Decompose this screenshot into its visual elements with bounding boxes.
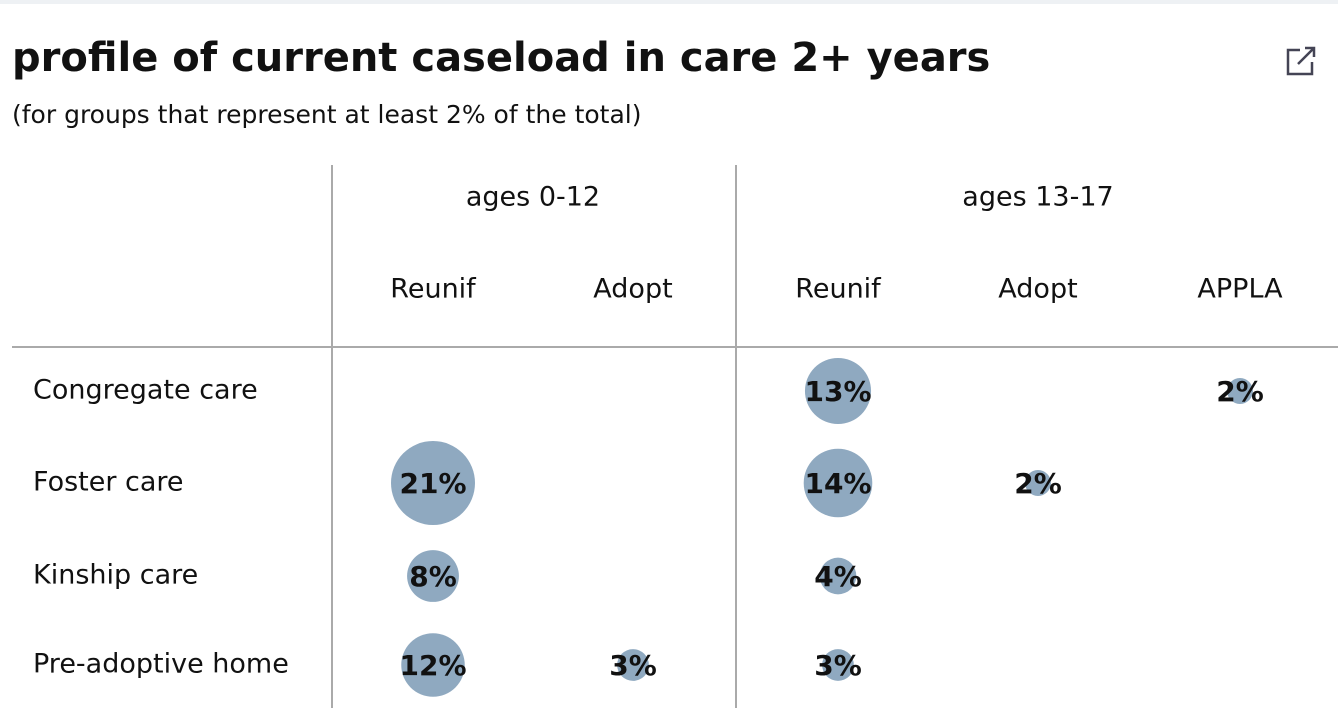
bubble <box>804 357 872 425</box>
column-header: Adopt <box>593 274 672 305</box>
value-label: 4% <box>814 560 862 593</box>
bubble <box>407 550 459 602</box>
column-group-header: ages 13-17 <box>962 182 1113 213</box>
bubble <box>819 557 857 595</box>
row-label: Kinship care <box>33 560 198 591</box>
value-label: 14% <box>804 467 871 500</box>
chart-title: profile of current caseload in care 2+ y… <box>12 35 990 81</box>
value-label: 3% <box>609 649 657 682</box>
column-header: Reunif <box>795 274 882 305</box>
bubble <box>391 441 475 525</box>
row-label: Foster care <box>33 467 184 498</box>
value-label: 2% <box>1014 467 1062 500</box>
column-group-header: ages 0-12 <box>466 182 600 213</box>
value-label: 2% <box>1216 375 1264 408</box>
column-header: APPLA <box>1197 274 1283 305</box>
row-label: Congregate care <box>33 375 258 406</box>
value-label: 21% <box>399 467 466 500</box>
expand-icon[interactable] <box>1286 46 1316 76</box>
row-label: Pre-adoptive home <box>33 649 289 680</box>
bubble <box>401 633 465 697</box>
bubble <box>617 649 649 681</box>
top-border <box>0 0 1338 4</box>
value-label: 12% <box>399 649 466 682</box>
bubble <box>822 649 854 681</box>
bubble <box>1227 378 1253 404</box>
bubble <box>803 448 873 518</box>
value-label: 3% <box>814 649 862 682</box>
value-label: 13% <box>804 375 871 408</box>
value-label: 8% <box>409 560 457 593</box>
chart-subtitle: (for groups that represent at least 2% o… <box>12 100 642 129</box>
column-header: Reunif <box>390 274 477 305</box>
column-header: Adopt <box>998 274 1077 305</box>
bubble <box>1025 470 1051 496</box>
